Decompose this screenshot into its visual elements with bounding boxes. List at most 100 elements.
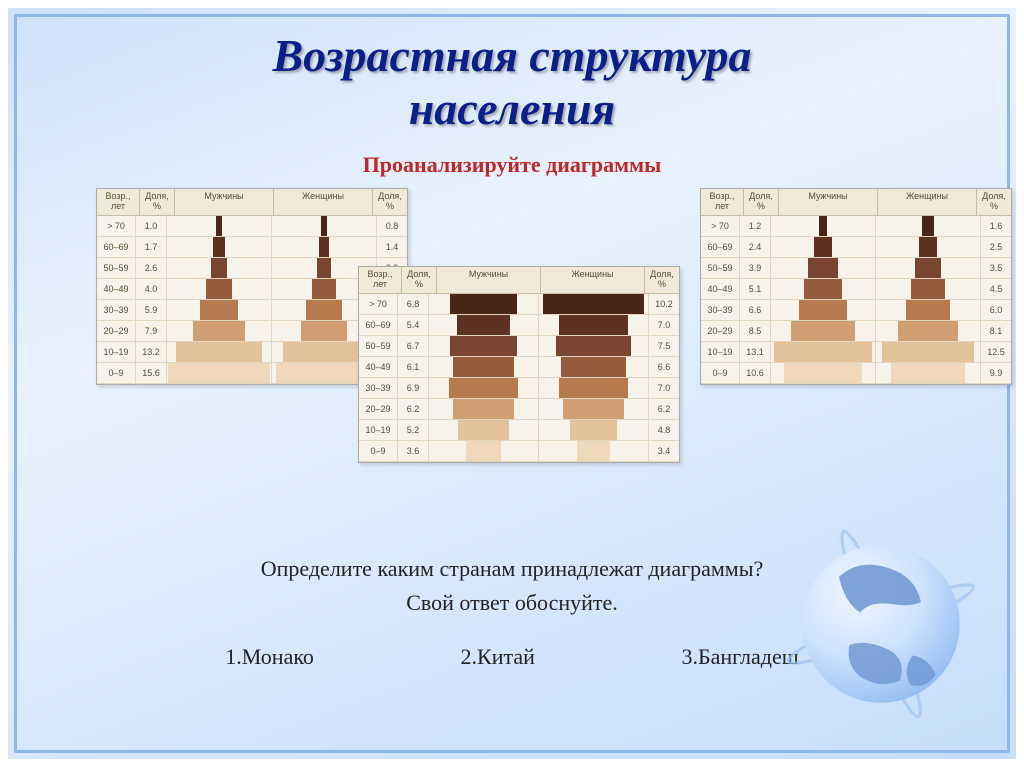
bar-men xyxy=(176,342,262,362)
bar-men xyxy=(784,363,863,383)
cell-bar-men xyxy=(429,315,539,335)
cell-bar-women xyxy=(876,237,981,257)
cell-age: 60–69 xyxy=(701,237,740,257)
pyramid-row: 40–495.14.5 xyxy=(701,279,1011,300)
pyramid-header: Возр., летДоля, %МужчиныЖенщиныДоля, % xyxy=(359,267,679,294)
cell-pct-women: 4.8 xyxy=(649,420,679,440)
col-age-header: Возр., лет xyxy=(701,189,744,215)
bar-women xyxy=(559,315,628,335)
bar-men xyxy=(808,258,837,278)
col-women-header: Женщины xyxy=(541,267,645,293)
cell-pct-women: 7.5 xyxy=(649,336,679,356)
bar-women xyxy=(321,216,326,236)
pyramid-row: 50–596.77.5 xyxy=(359,336,679,357)
cell-bar-men xyxy=(167,363,272,383)
cell-pct-men: 5.4 xyxy=(398,315,429,335)
col-men-header: Мужчины xyxy=(437,267,541,293)
pyramid-row: 60–692.4 2.5 xyxy=(701,237,1011,258)
bar-women xyxy=(317,258,332,278)
bar-women xyxy=(543,294,644,314)
cell-bar-women xyxy=(876,216,981,236)
cell-bar-men xyxy=(429,294,539,314)
pyramid-row: > 706.810.2 xyxy=(359,294,679,315)
bar-women xyxy=(911,279,944,299)
cell-pct-men: 1.2 xyxy=(740,216,771,236)
cell-pct-women: 2.5 xyxy=(981,237,1011,257)
cell-pct-men: 8.5 xyxy=(740,321,771,341)
bar-women xyxy=(919,237,938,257)
cell-bar-women xyxy=(272,216,377,236)
bar-women xyxy=(306,300,342,320)
cell-bar-men xyxy=(771,258,876,278)
bar-men xyxy=(466,441,502,461)
pyramid-row: 20–298.58.1 xyxy=(701,321,1011,342)
col-age-header: Возр., лет xyxy=(359,267,402,293)
bar-men xyxy=(450,336,516,356)
bar-women xyxy=(283,342,365,362)
cell-pct-women: 9.9 xyxy=(981,363,1011,383)
cell-pct-men: 1.7 xyxy=(136,237,167,257)
cell-pct-women: 3.5 xyxy=(981,258,1011,278)
pyramid-row: > 701.21.6 xyxy=(701,216,1011,237)
cell-bar-men xyxy=(771,321,876,341)
cell-bar-men xyxy=(771,363,876,383)
cell-bar-men xyxy=(167,258,272,278)
bar-women xyxy=(570,420,618,440)
cell-pct-men: 6.1 xyxy=(398,357,429,377)
cell-bar-women xyxy=(876,342,981,362)
cell-bar-women xyxy=(876,258,981,278)
cell-age: 50–59 xyxy=(359,336,398,356)
cell-bar-men xyxy=(771,342,876,362)
bar-women xyxy=(312,279,337,299)
cell-age: 20–29 xyxy=(97,321,136,341)
cell-bar-women xyxy=(539,294,649,314)
cell-pct-men: 2.4 xyxy=(740,237,771,257)
cell-pct-men: 5.2 xyxy=(398,420,429,440)
cell-bar-men xyxy=(167,321,272,341)
cell-age: 10–19 xyxy=(97,342,136,362)
cell-pct-men: 1.0 xyxy=(136,216,167,236)
cell-bar-men xyxy=(429,399,539,419)
cell-age: 0–9 xyxy=(359,441,398,461)
cell-bar-women xyxy=(539,336,649,356)
cell-pct-men: 13.2 xyxy=(136,342,167,362)
cell-pct-women: 7.0 xyxy=(649,378,679,398)
cell-age: > 70 xyxy=(359,294,398,314)
cell-pct-women: 1.4 xyxy=(377,237,407,257)
cell-pct-men: 5.9 xyxy=(136,300,167,320)
cell-age: 0–9 xyxy=(97,363,136,383)
cell-bar-men xyxy=(167,279,272,299)
cell-bar-men xyxy=(167,216,272,236)
cell-bar-men xyxy=(167,342,272,362)
bar-women xyxy=(922,216,934,236)
bar-women xyxy=(556,336,630,356)
cell-bar-men xyxy=(429,336,539,356)
col-age-header: Возр., лет xyxy=(97,189,140,215)
cell-age: 30–39 xyxy=(97,300,136,320)
cell-age: 10–19 xyxy=(359,420,398,440)
cell-pct-women: 12.5 xyxy=(981,342,1011,362)
cell-bar-men xyxy=(771,216,876,236)
col-men-header: Мужчины xyxy=(779,189,878,215)
bar-women xyxy=(563,399,624,419)
cell-pct-men: 13.1 xyxy=(740,342,771,362)
cell-pct-women: 6.2 xyxy=(649,399,679,419)
bar-women xyxy=(915,258,941,278)
cell-pct-men: 6.6 xyxy=(740,300,771,320)
cell-pct-men: 4.0 xyxy=(136,279,167,299)
cell-age: 60–69 xyxy=(97,237,136,257)
cell-bar-women xyxy=(876,363,981,383)
bar-men xyxy=(216,216,223,236)
bar-women xyxy=(906,300,951,320)
col-pct-header: Доля, % xyxy=(140,189,175,215)
cell-bar-men xyxy=(429,357,539,377)
bar-men xyxy=(206,279,232,299)
cell-bar-men xyxy=(771,300,876,320)
bar-men xyxy=(168,363,269,383)
cell-age: 50–59 xyxy=(701,258,740,278)
cell-age: 50–59 xyxy=(97,258,136,278)
cell-pct-women: 6.6 xyxy=(649,357,679,377)
col-women-header: Женщины xyxy=(274,189,373,215)
col-pct-header: Доля, % xyxy=(402,267,437,293)
cell-pct-women: 0.8 xyxy=(377,216,407,236)
